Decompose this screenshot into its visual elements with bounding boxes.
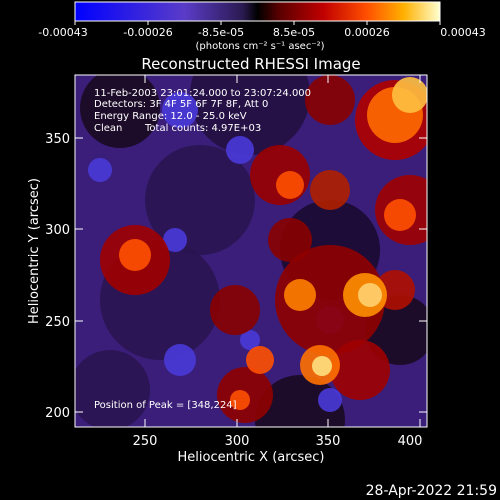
info-clean-label: Clean	[94, 123, 122, 134]
flux-region	[312, 356, 332, 376]
x-tick-label: 350	[316, 434, 341, 449]
flux-region	[305, 75, 355, 125]
flux-region	[230, 390, 250, 410]
x-axis-label: Heliocentric X (arcsec)	[178, 450, 325, 465]
colorbar-ticks	[74, 21, 441, 25]
colorbar-unit-label: (photons cm⁻² s⁻¹ asec⁻²)	[195, 41, 324, 52]
flux-region	[190, 75, 310, 155]
flux-region	[384, 199, 416, 231]
flux-region	[275, 245, 385, 355]
y-axis-label: Heliocentric Y (arcsec)	[27, 178, 42, 324]
y-tick-label: 350	[45, 132, 70, 147]
footer-timestamp: 28-Apr-2022 21:59	[366, 483, 497, 499]
x-tick-label: 300	[225, 434, 250, 449]
colorbar-tick-label: -8.5e-05	[198, 26, 244, 39]
y-tick-label: 200	[45, 406, 70, 421]
flux-region	[250, 145, 310, 205]
flux-region	[164, 344, 196, 376]
flux-region	[119, 239, 151, 271]
flux-region	[163, 228, 187, 252]
flux-region	[246, 346, 274, 374]
flux-region	[162, 92, 198, 128]
solar-image	[75, 75, 427, 427]
flux-region	[392, 77, 427, 113]
info-time-range: 11-Feb-2003 23:01:24.000 to 23:07:24.000	[94, 88, 311, 99]
flux-region	[330, 340, 390, 400]
x-tick-label: 250	[133, 434, 158, 449]
flux-region	[310, 170, 350, 210]
flux-region	[226, 136, 254, 164]
flux-region	[145, 145, 255, 255]
flux-region	[240, 330, 260, 350]
plot-frame	[74, 74, 428, 428]
flux-region	[318, 388, 342, 412]
y-axis-ticks	[75, 137, 427, 413]
colorbar	[75, 2, 440, 21]
flux-region	[75, 350, 150, 427]
y-tick-label: 250	[45, 315, 70, 330]
info-peak-position: Position of Peak = [348,224]	[94, 400, 237, 411]
flux-region	[80, 75, 160, 148]
flux-region	[276, 171, 304, 199]
flux-region	[255, 375, 345, 427]
info-energy-range: Energy Range: 12.0 - 25.0 keV	[94, 111, 247, 122]
colorbar-frame	[74, 1, 441, 22]
colorbar-tick-label: 8.5e-05	[273, 26, 315, 39]
info-detectors: Detectors: 3F 4F 5F 6F 7F 8F, Att 0	[94, 99, 268, 110]
flux-region	[284, 279, 316, 311]
x-axis-ticks	[144, 75, 421, 427]
flux-region	[358, 283, 382, 307]
colorbar-tick-label: -0.00026	[123, 26, 172, 39]
flux-region	[88, 158, 112, 182]
colorbar-tick-label: -0.00043	[38, 26, 87, 39]
plot-title: Reconstructed RHESSI Image	[141, 55, 360, 73]
colorbar-tick-label: 0.00026	[344, 26, 390, 39]
x-tick-label: 400	[398, 434, 423, 449]
colorbar-tick-label: 0.00043	[440, 26, 486, 39]
y-tick-label: 300	[45, 223, 70, 238]
flux-region	[268, 218, 312, 262]
flux-region	[210, 285, 260, 335]
info-total-counts: Total counts: 4.97E+03	[144, 123, 261, 134]
